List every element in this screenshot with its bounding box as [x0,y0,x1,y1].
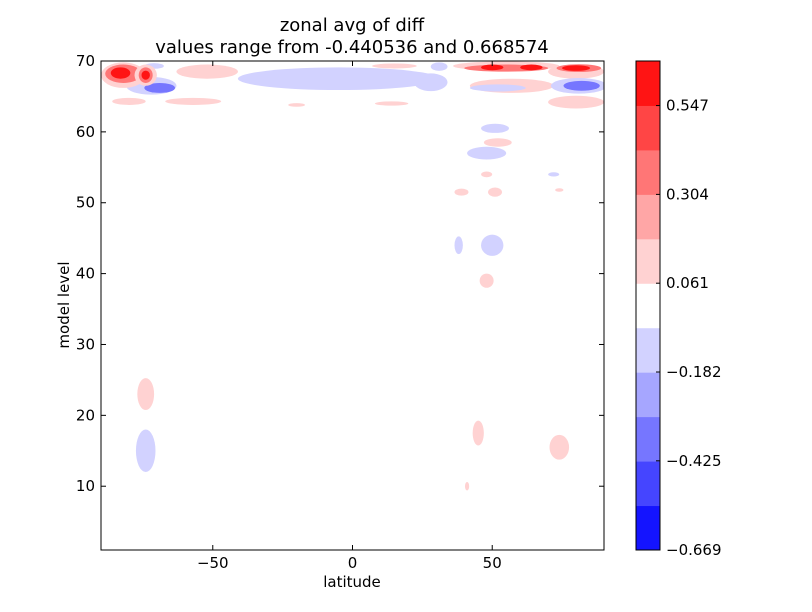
y-tick-label: 40 [76,265,95,283]
contour-region-8 [481,171,493,178]
y-tick-label: 50 [76,194,95,212]
colorbar-tick-label: 0.547 [666,97,709,115]
contour-region-45 [548,95,604,109]
y-axis-label: model level [55,261,73,348]
contour-region-16 [112,97,146,105]
contour-region-7 [483,138,512,147]
contour-region-22 [413,73,448,92]
colorbar-tick-label: 0.061 [666,274,709,292]
contour-region-9 [488,187,503,197]
contour-region-30 [110,67,131,79]
colorbar-band [636,61,660,106]
contour-region-20 [176,64,238,79]
contour-region-6 [481,123,509,133]
contour-region-3 [481,234,504,256]
colorbar-band [636,372,660,418]
contour-region-14 [549,434,570,460]
contour-region-12 [555,188,564,192]
y-tick-label: 60 [76,123,95,141]
contour-region-18 [288,103,305,107]
contour-region-4 [479,273,494,288]
x-tick-label: −50 [197,554,229,572]
contour-region-2 [454,236,463,255]
contour-region-24 [372,63,417,69]
colorbar-band [636,149,660,195]
colorbar-frame [635,60,661,551]
contour-region-1 [135,429,156,473]
contour-region-33 [141,70,150,80]
colorbar-tick-label: −0.182 [666,363,722,381]
contour-region-13 [472,420,484,446]
x-axis-label: latitude [323,573,381,591]
y-tick-label: 10 [76,477,95,495]
colorbar-band [636,416,660,462]
x-axis: −50 0 50 [197,61,502,572]
x-tick-label: 50 [483,554,502,572]
colorbar-band [636,238,660,284]
contour-region-11 [548,172,560,177]
contour-region-19 [374,101,409,106]
plot-area [101,61,604,550]
contour-region-15 [464,481,470,491]
y-axis: 10 20 30 40 50 60 70 [76,52,604,495]
y-tick-label: 30 [76,335,95,353]
chart-title: zonal avg of diff [280,15,425,36]
contour-region-44 [563,80,600,91]
y-tick-label: 70 [76,52,95,70]
chart-subtitle: values range from -0.440536 and 0.668574 [155,37,549,58]
contour-region-21 [237,67,440,91]
contour-region-26 [144,82,176,93]
colorbar-band [636,283,660,329]
colorbar-band [636,327,660,373]
contour-region-5 [467,146,507,160]
colorbar-tick-label: 0.304 [666,185,709,203]
colorbar-band [636,461,660,507]
x-tick-label: 0 [348,554,358,572]
colorbar: −0.669 −0.425 −0.182 0.061 0.304 0.547 [635,60,722,559]
colorbar-tick-label: −0.669 [666,541,722,559]
contour-region-17 [165,97,222,105]
colorbar-tick-label: −0.425 [666,452,722,470]
contour-region-42 [562,65,591,71]
colorbar-band [636,105,660,151]
contour-region-10 [454,188,469,196]
contour-regions [101,61,604,491]
contour-region-36 [481,64,504,71]
contour-region-23 [430,62,448,71]
y-tick-label: 20 [76,406,95,424]
colorbar-band [636,194,660,240]
contour-region-39 [469,84,526,92]
contour-region-37 [520,64,543,71]
contour-region-0 [137,378,155,411]
colorbar-band [636,505,660,551]
